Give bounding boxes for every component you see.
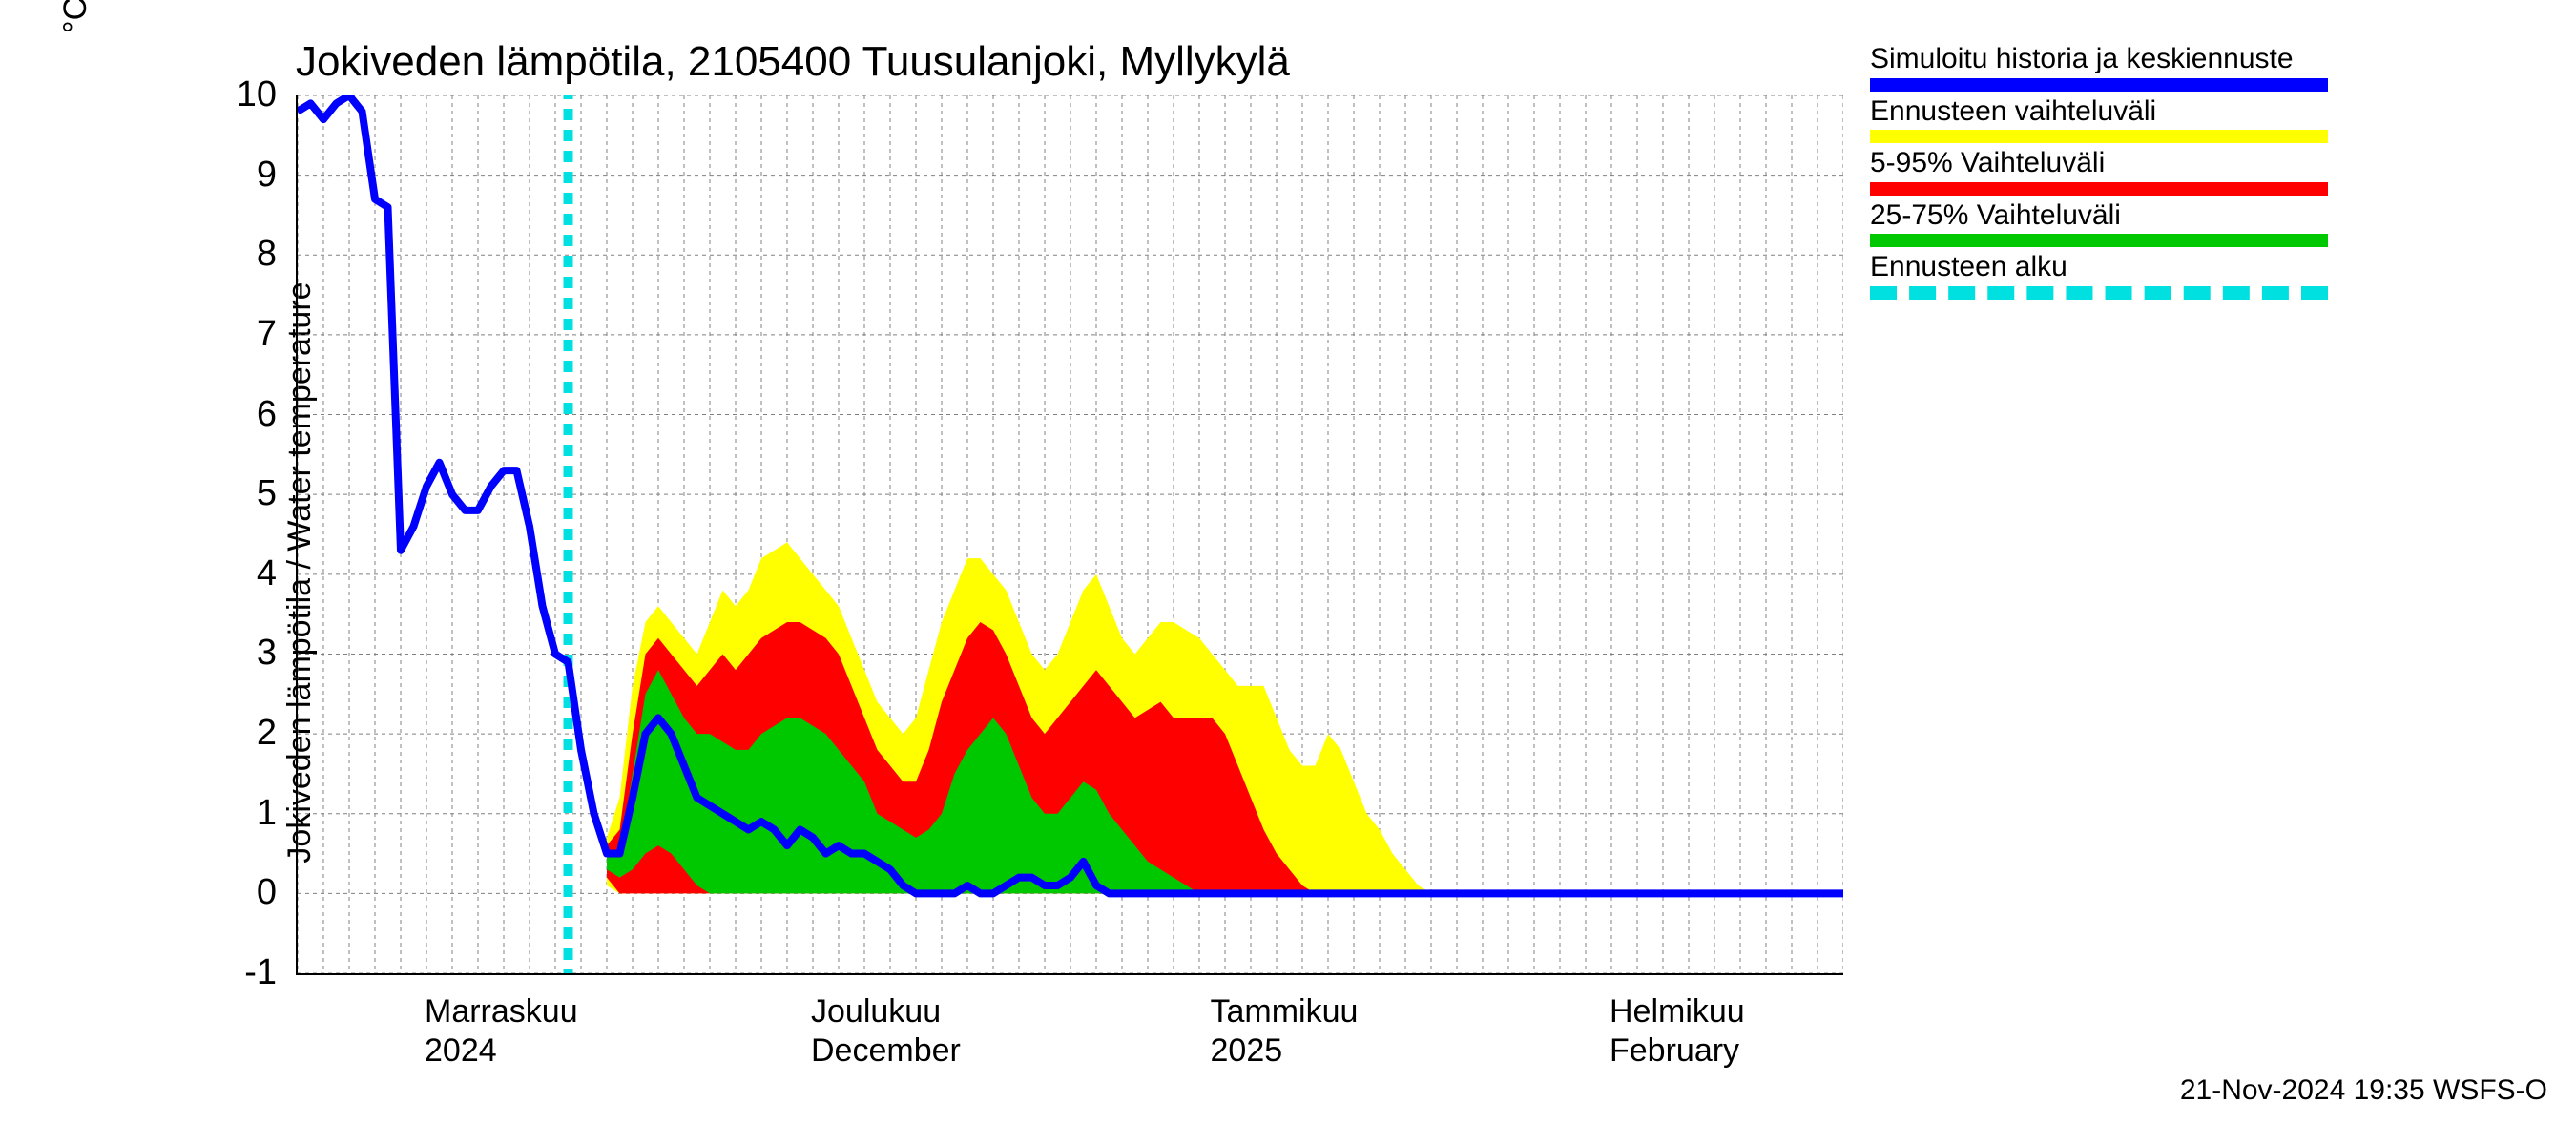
y-tick-label: 9 [0, 155, 277, 196]
legend-label: Ennusteen alku [1870, 251, 2328, 284]
x-tick-label: Marraskuu2024 [425, 992, 578, 1071]
chart-footer: 21-Nov-2024 19:35 WSFS-O [2180, 1074, 2547, 1107]
y-tick-label: 2 [0, 713, 277, 754]
plot-area [296, 95, 1843, 975]
legend: Simuloitu historia ja keskiennuste Ennust… [1870, 43, 2328, 303]
legend-label: Simuloitu historia ja keskiennuste [1870, 43, 2328, 76]
legend-swatch [1870, 234, 2328, 247]
plot-svg [298, 95, 1843, 973]
x-tick-label: JoulukuuDecember [811, 992, 961, 1071]
y-tick-label: 5 [0, 473, 277, 514]
y-tick-label: 0 [0, 872, 277, 913]
legend-entry: Ennusteen vaihteluväli [1870, 95, 2328, 144]
legend-entry: Ennusteen alku [1870, 251, 2328, 300]
legend-entry: 5-95% Vaihteluväli [1870, 147, 2328, 196]
legend-entry: 25-75% Vaihteluväli [1870, 199, 2328, 248]
x-tick-label: HelmikuuFebruary [1610, 992, 1745, 1071]
legend-swatch [1870, 130, 2328, 143]
legend-swatch [1870, 78, 2328, 92]
y-tick-label: 1 [0, 793, 277, 834]
y-tick-label: 6 [0, 394, 277, 435]
legend-label: 25-75% Vaihteluväli [1870, 199, 2328, 233]
legend-label: Ennusteen vaihteluväli [1870, 95, 2328, 129]
legend-label: 5-95% Vaihteluväli [1870, 147, 2328, 180]
y-tick-label: 10 [0, 74, 277, 115]
legend-swatch [1870, 182, 2328, 196]
y-axis-unit: °C [57, 0, 94, 33]
x-tick-label: Tammikuu2025 [1211, 992, 1359, 1071]
y-tick-label: 8 [0, 234, 277, 275]
chart-title: Jokiveden lämpötila, 2105400 Tuusulanjok… [296, 38, 1290, 86]
chart-container: { "chart": { "type": "line-with-bands", … [0, 0, 2576, 1145]
y-tick-label: 7 [0, 314, 277, 355]
legend-entry: Simuloitu historia ja keskiennuste [1870, 43, 2328, 92]
y-tick-label: 3 [0, 633, 277, 674]
legend-swatch [1870, 286, 2328, 300]
y-tick-label: -1 [0, 952, 277, 993]
y-tick-label: 4 [0, 553, 277, 594]
